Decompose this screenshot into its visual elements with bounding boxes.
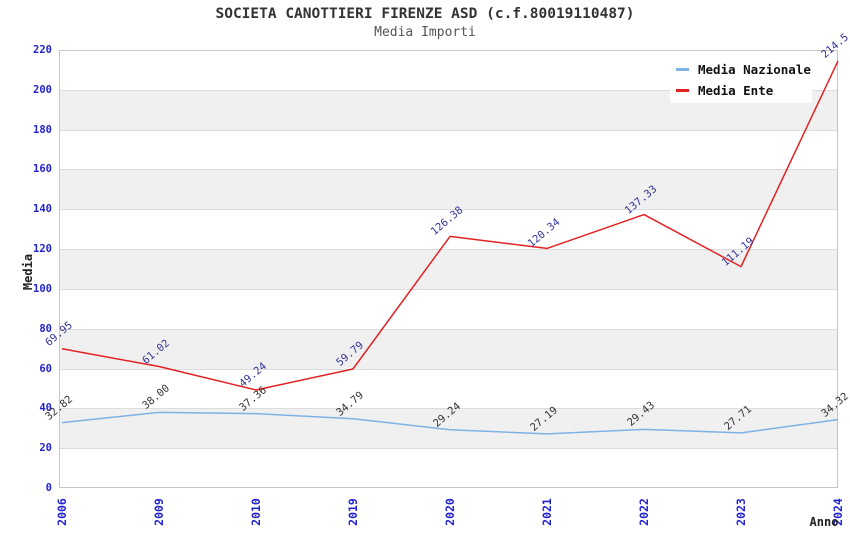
gridline (59, 408, 838, 410)
gridline (59, 249, 838, 251)
series-line-media-ente (61, 60, 839, 391)
gridline (59, 209, 838, 211)
media-ente-swatch-icon (676, 89, 689, 92)
y-tick-label: 200 (33, 83, 52, 96)
chart-title: SOCIETA CANOTTIERI FIRENZE ASD (c.f.8001… (215, 6, 635, 22)
x-tick-label: 2010 (249, 498, 263, 526)
plot-frame (59, 50, 838, 488)
gridline (59, 448, 838, 450)
legend: Media Nazionale Media Ente (670, 57, 812, 103)
legend-label: Media Nazionale (698, 62, 811, 77)
y-tick-label: 80 (39, 322, 52, 335)
y-tick-label: 60 (39, 362, 52, 375)
x-axis-title: Anno (809, 515, 839, 529)
x-tick-label: 2006 (55, 498, 69, 526)
x-tick-label: 2022 (637, 498, 651, 526)
x-tick-label: 2019 (346, 498, 360, 526)
legend-item-media-ente: Media Ente (676, 83, 812, 98)
legend-label: Media Ente (698, 83, 774, 98)
y-tick-label: 0 (45, 482, 52, 494)
y-tick-label: 160 (33, 163, 52, 176)
x-tick-label: 2020 (443, 498, 457, 526)
y-tick-label: 20 (39, 442, 52, 455)
y-tick-label: 40 (39, 402, 52, 415)
chart-subtitle: Media Importi (374, 25, 476, 40)
gridline (59, 89, 838, 91)
series-line-media-nazionale (61, 411, 839, 435)
plot-band (59, 249, 838, 289)
media-nazionale-swatch-icon (676, 68, 689, 71)
gridline (59, 288, 838, 290)
y-tick-label: 120 (33, 243, 52, 256)
x-tick-label: 2021 (540, 498, 554, 526)
gridline (59, 328, 838, 330)
y-tick-label: 140 (33, 203, 52, 216)
series-lines (61, 60, 839, 435)
gridline (59, 169, 838, 171)
plot-band (59, 328, 838, 369)
x-tick-label: 2009 (152, 498, 166, 526)
gridline (59, 129, 838, 131)
plot-band (59, 408, 838, 449)
gridline (59, 368, 838, 370)
y-tick-label: 180 (33, 123, 52, 136)
plot-area (59, 50, 839, 488)
legend-item-media-nazionale: Media Nazionale (676, 62, 812, 77)
plot-band (59, 169, 838, 210)
y-tick-label: 220 (33, 44, 52, 56)
y-tick-label: 100 (33, 282, 52, 295)
x-tick-label: 2023 (734, 498, 748, 526)
